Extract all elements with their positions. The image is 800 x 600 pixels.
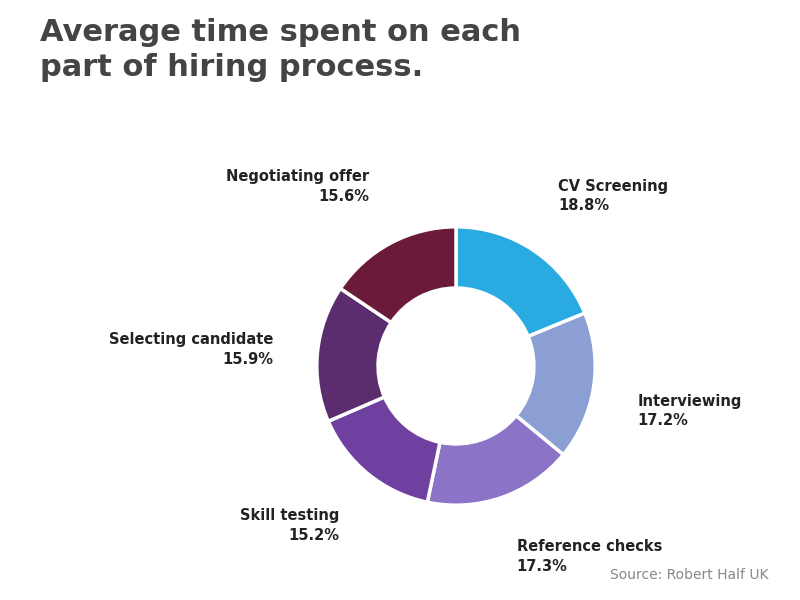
Wedge shape bbox=[456, 227, 585, 337]
Text: Skill testing
15.2%: Skill testing 15.2% bbox=[240, 508, 340, 543]
Text: CV Screening
18.8%: CV Screening 18.8% bbox=[558, 179, 669, 214]
Wedge shape bbox=[427, 416, 563, 505]
Wedge shape bbox=[328, 397, 440, 502]
Wedge shape bbox=[340, 227, 456, 323]
Text: Average time spent on each
part of hiring process.: Average time spent on each part of hirin… bbox=[40, 18, 521, 82]
Text: Negotiating offer
15.6%: Negotiating offer 15.6% bbox=[226, 169, 370, 204]
Text: Interviewing
17.2%: Interviewing 17.2% bbox=[638, 394, 742, 428]
Wedge shape bbox=[516, 313, 595, 455]
Wedge shape bbox=[317, 289, 391, 421]
Text: Selecting candidate
15.9%: Selecting candidate 15.9% bbox=[109, 332, 273, 367]
Text: Source: Robert Half UK: Source: Robert Half UK bbox=[610, 568, 768, 582]
Text: Reference checks
17.3%: Reference checks 17.3% bbox=[517, 539, 662, 574]
